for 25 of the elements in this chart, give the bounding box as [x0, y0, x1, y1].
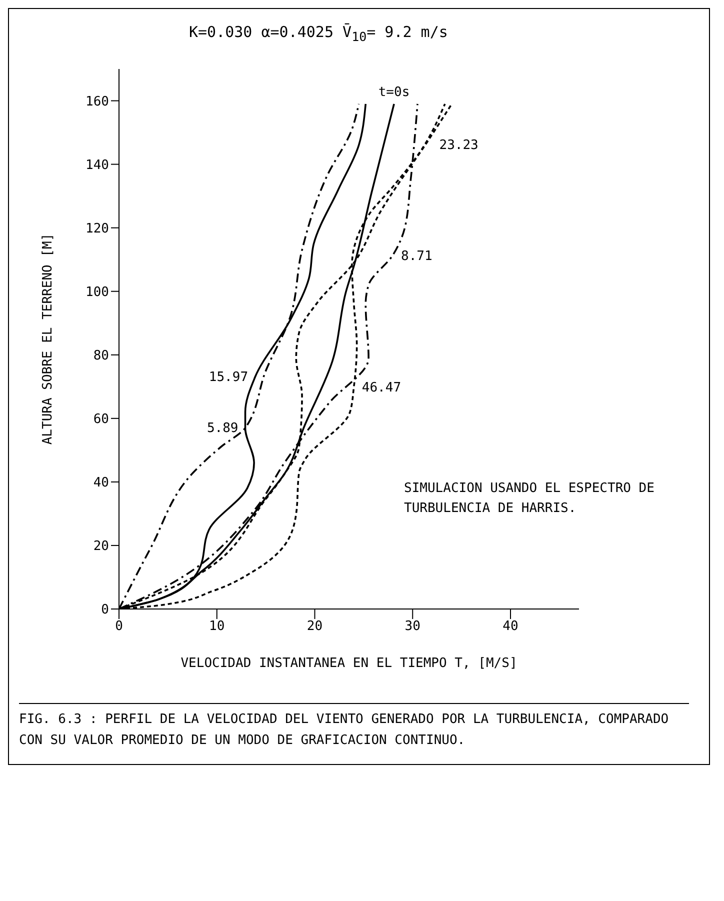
y-tick-label: 160 — [86, 94, 109, 110]
x-tick-label: 10 — [209, 619, 225, 634]
x-tick-label: 20 — [306, 619, 323, 634]
x-tick-label: 40 — [502, 619, 518, 634]
series-label: 5.89 — [206, 420, 238, 436]
y-tick-label: 0 — [101, 602, 109, 618]
y-tick-label: 140 — [86, 158, 109, 173]
y-tick-label: 120 — [86, 221, 109, 236]
series-label: 46.47 — [362, 380, 402, 396]
y-axis-title: ALTURA SOBRE EL TERRENO [M] — [40, 233, 56, 445]
y-tick-label: 80 — [93, 348, 109, 364]
annotation: SIMULACION USANDO EL ESPECTRO DE TURBULENCIA DE HARRIS. — [404, 480, 656, 518]
series-label: 8.71 — [401, 248, 432, 264]
series-label: 23.23 — [439, 138, 478, 153]
y-tick-label: 40 — [93, 476, 109, 491]
series-label: 15.97 — [208, 370, 248, 386]
x-tick-label: 0 — [115, 619, 123, 634]
series-label: t=0s — [378, 84, 410, 100]
y-tick-label: 20 — [93, 539, 109, 554]
y-tick-label: 60 — [93, 412, 109, 428]
caption: FIG. 6.3 : PERFIL DE LA VELOCIDAD DEL VIENTO GENERADO POR LA TURBULENCIA, COMPARADO CON SU VALOR PROMEDIO DE UN MODO DE GRAFICACION CONTINUO. — [19, 703, 689, 752]
chart-title: K=0.030 α=0.4025 V̄$_{10}$= 9.2 m/s — [189, 23, 448, 44]
y-tick-label: 100 — [86, 284, 109, 300]
x-axis-title: VELOCIDAD INSTANTANEA EN EL TIEMPO T, [M/S] — [180, 656, 518, 671]
x-tick-label: 30 — [404, 619, 420, 634]
